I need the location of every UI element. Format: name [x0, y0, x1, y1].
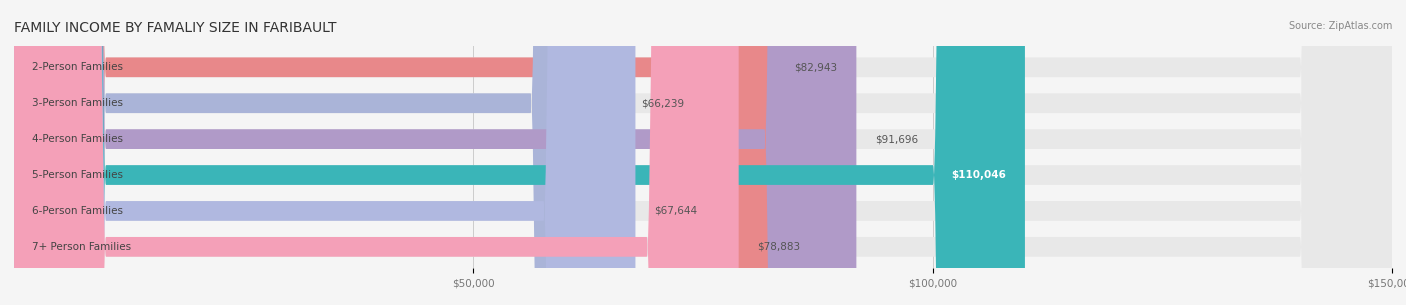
- Text: 7+ Person Families: 7+ Person Families: [32, 242, 132, 252]
- Text: Source: ZipAtlas.com: Source: ZipAtlas.com: [1288, 21, 1392, 31]
- FancyBboxPatch shape: [14, 0, 1392, 305]
- FancyBboxPatch shape: [14, 0, 856, 305]
- Text: FAMILY INCOME BY FAMALIY SIZE IN FARIBAULT: FAMILY INCOME BY FAMALIY SIZE IN FARIBAU…: [14, 21, 336, 35]
- FancyBboxPatch shape: [14, 0, 1392, 305]
- FancyBboxPatch shape: [14, 0, 1392, 305]
- Text: $91,696: $91,696: [875, 134, 918, 144]
- FancyBboxPatch shape: [14, 0, 776, 305]
- Text: 3-Person Families: 3-Person Families: [32, 98, 124, 108]
- FancyBboxPatch shape: [14, 0, 1025, 305]
- Text: 4-Person Families: 4-Person Families: [32, 134, 124, 144]
- FancyBboxPatch shape: [14, 0, 738, 305]
- FancyBboxPatch shape: [14, 0, 636, 305]
- Text: $67,644: $67,644: [654, 206, 697, 216]
- Text: $66,239: $66,239: [641, 98, 685, 108]
- Text: $110,046: $110,046: [952, 170, 1007, 180]
- FancyBboxPatch shape: [14, 0, 623, 305]
- Text: 5-Person Families: 5-Person Families: [32, 170, 124, 180]
- Text: 6-Person Families: 6-Person Families: [32, 206, 124, 216]
- Text: $78,883: $78,883: [756, 242, 800, 252]
- FancyBboxPatch shape: [14, 0, 1392, 305]
- FancyBboxPatch shape: [14, 0, 1392, 305]
- Text: 2-Person Families: 2-Person Families: [32, 62, 124, 72]
- FancyBboxPatch shape: [14, 0, 1392, 305]
- Text: $82,943: $82,943: [794, 62, 838, 72]
